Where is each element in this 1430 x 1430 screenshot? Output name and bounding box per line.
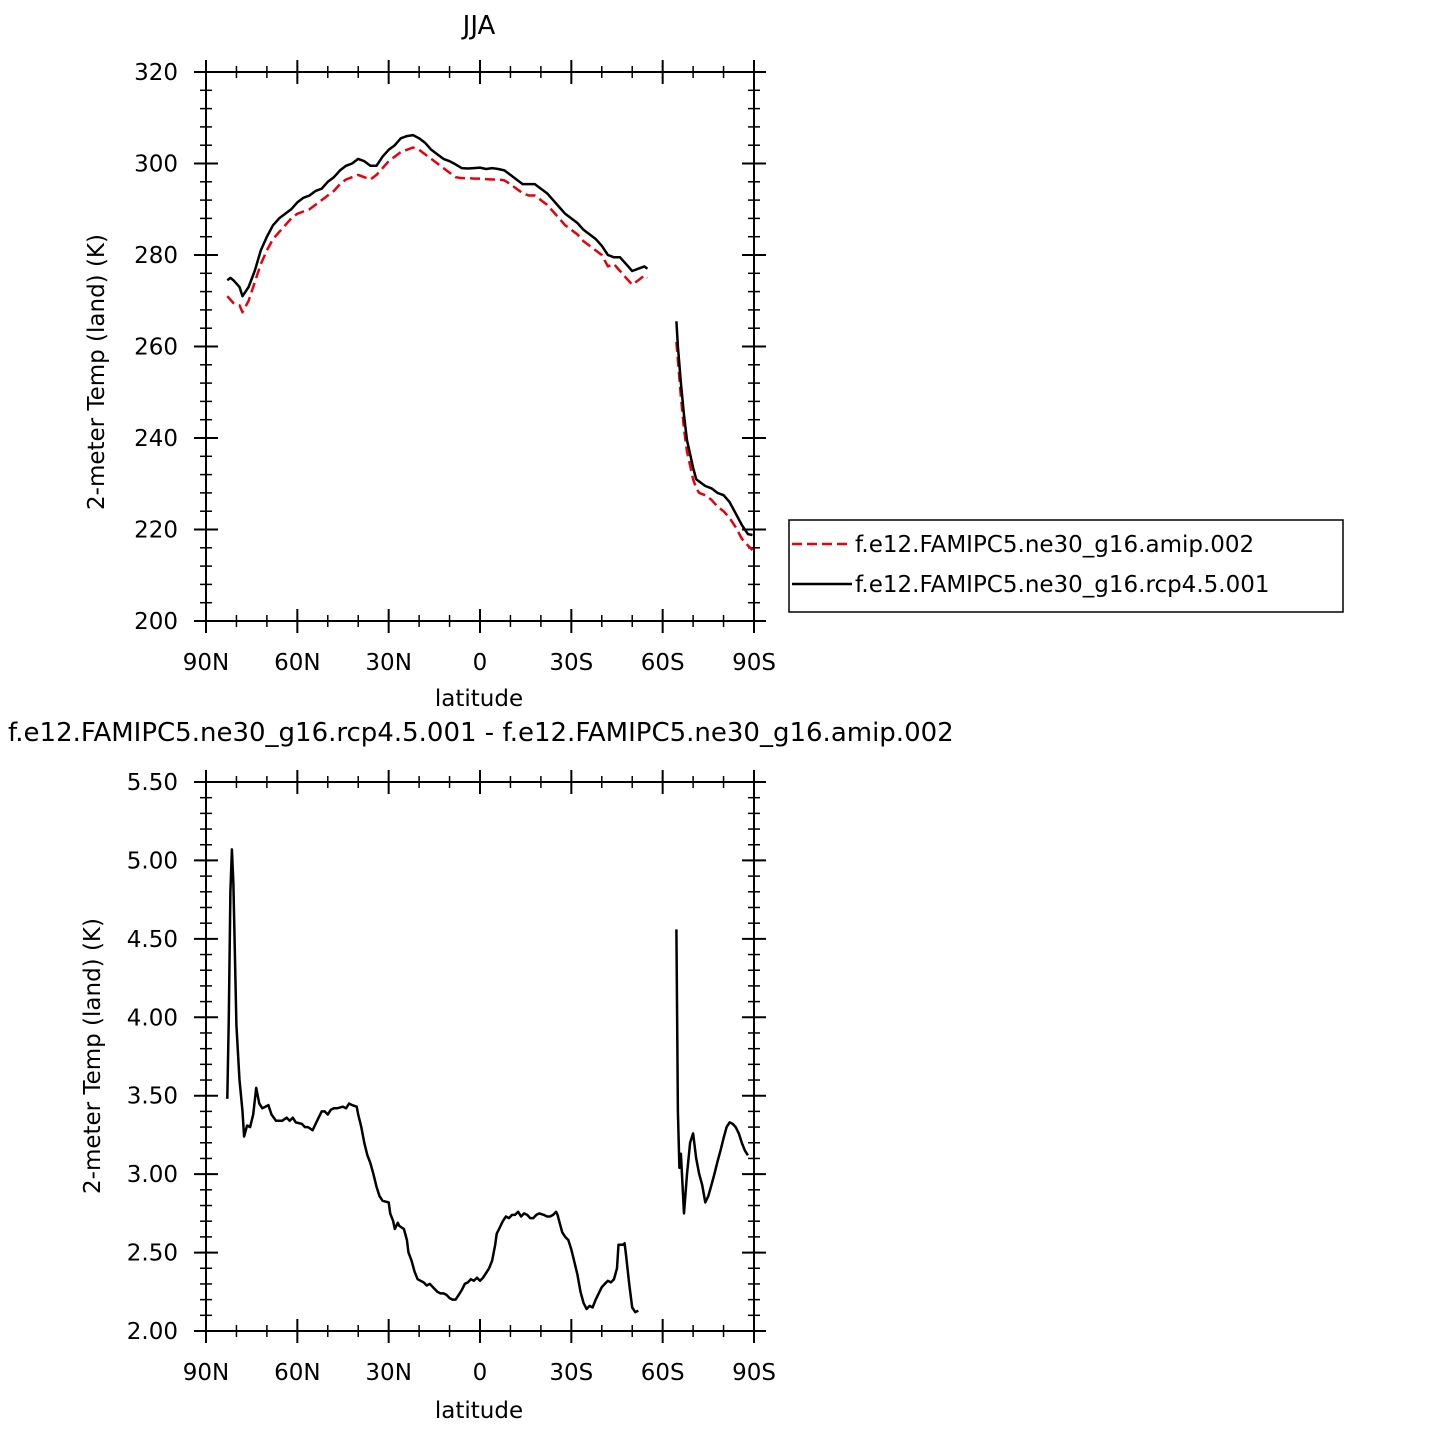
top-x-axis-label: latitude bbox=[435, 686, 523, 712]
top-series-1-line-segment-0 bbox=[226, 133, 649, 298]
top-y-tick-label: 280 bbox=[134, 243, 178, 269]
bottom-panel: f.e12.FAMIPC5.ne30_g16.rcp4.5.001 - f.e1… bbox=[8, 718, 954, 1424]
bottom-y-axis-label: 2-meter Temp (land) (K) bbox=[80, 918, 106, 1194]
top-panel: JJA 90N 60N 30N 0 30S 60S 90S 200 220 240 260 280 30… bbox=[84, 11, 1344, 712]
bottom-x-tick-label: 90S bbox=[732, 1360, 776, 1386]
top-x-tick-label: 0 bbox=[473, 650, 488, 676]
legend: f.e12.FAMIPC5.ne30_g16.amip.002 f.e12.FA… bbox=[788, 519, 1344, 613]
top-plot-frame bbox=[205, 71, 755, 622]
top-y-tick-label: 200 bbox=[134, 609, 178, 635]
bottom-x-tick-label: 30S bbox=[549, 1360, 593, 1386]
top-x-tick-label: 90N bbox=[183, 650, 229, 676]
bottom-chart-title: f.e12.FAMIPC5.ne30_g16.rcp4.5.001 - f.e1… bbox=[8, 718, 954, 748]
bottom-x-tick-label: 0 bbox=[473, 1360, 488, 1386]
bottom-plot-area: 90N 60N 30N 0 30S 60S 90S 2.00 2.50 3.00 3.50 4.00 4… bbox=[127, 770, 776, 1386]
bottom-x-tick-label: 60N bbox=[274, 1360, 320, 1386]
bottom-y-tick-label: 2.50 bbox=[127, 1241, 178, 1267]
bottom-y-tick-label: 5.50 bbox=[127, 770, 178, 796]
top-y-tick-label: 240 bbox=[134, 426, 178, 452]
bottom-y-tick-label: 5.00 bbox=[127, 848, 178, 874]
legend-label-amip: f.e12.FAMIPC5.ne30_g16.amip.002 bbox=[855, 532, 1254, 558]
top-x-tick-label: 90S bbox=[732, 650, 776, 676]
top-y-tick-label: 320 bbox=[134, 60, 178, 86]
top-chart-title: JJA bbox=[461, 11, 496, 41]
legend-box bbox=[788, 519, 1344, 613]
top-series-1-line-segment-1 bbox=[675, 321, 753, 537]
bottom-y-tick-label: 3.50 bbox=[127, 1084, 178, 1110]
bottom-y-tick-label: 3.00 bbox=[127, 1162, 178, 1188]
top-x-tick-label: 60N bbox=[274, 650, 320, 676]
top-series-0-line-segment-1 bbox=[675, 341, 754, 551]
bottom-y-tick-label: 4.00 bbox=[127, 1005, 178, 1031]
legend-label-rcp45: f.e12.FAMIPC5.ne30_g16.rcp4.5.001 bbox=[855, 572, 1269, 598]
bottom-plot-frame bbox=[205, 781, 755, 1332]
top-y-tick-label: 220 bbox=[134, 518, 178, 544]
top-plot-area: 90N 60N 30N 0 30S 60S 90S 200 220 240 260 280 300 320 bbox=[134, 60, 776, 676]
bottom-x-tick-label: 90N bbox=[183, 1360, 229, 1386]
top-y-tick-label: 260 bbox=[134, 335, 178, 361]
top-x-tick-label: 60S bbox=[641, 650, 685, 676]
bottom-series-0-line-segment-0 bbox=[226, 848, 639, 1314]
top-y-tick-label: 300 bbox=[134, 152, 178, 178]
bottom-y-tick-label: 2.00 bbox=[127, 1319, 178, 1345]
top-y-axis-label: 2-meter Temp (land) (K) bbox=[84, 234, 110, 510]
bottom-x-axis-label: latitude bbox=[435, 1398, 523, 1424]
bottom-x-tick-label: 30N bbox=[365, 1360, 411, 1386]
top-series-0-line-segment-0 bbox=[226, 146, 649, 314]
bottom-x-tick-label: 60S bbox=[641, 1360, 685, 1386]
bottom-series-0-line-segment-1 bbox=[675, 929, 749, 1215]
top-x-tick-label: 30S bbox=[549, 650, 593, 676]
bottom-y-tick-label: 4.50 bbox=[127, 927, 178, 953]
top-x-tick-label: 30N bbox=[365, 650, 411, 676]
